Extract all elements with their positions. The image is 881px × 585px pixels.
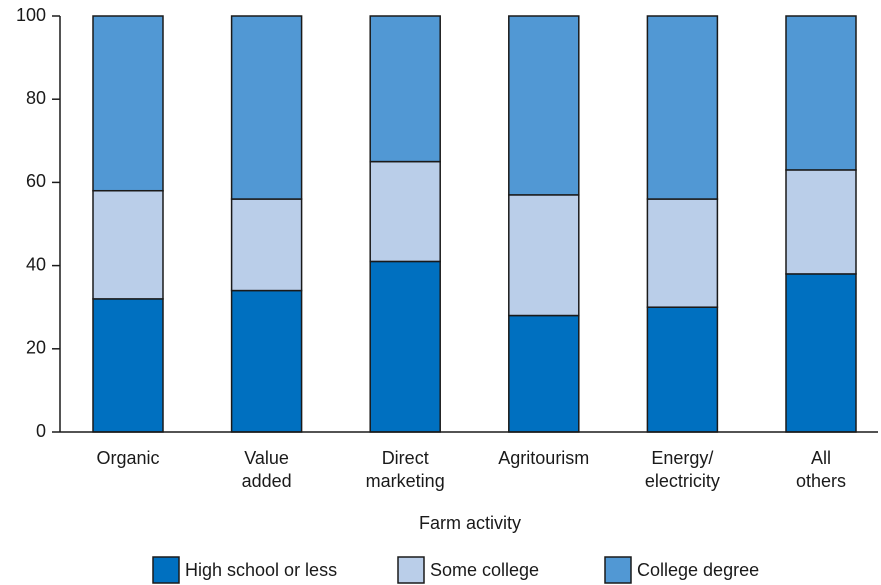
legend-label: Some college	[430, 560, 539, 580]
bar-segment	[785, 15, 857, 171]
bar-segment	[646, 306, 719, 433]
bar-segment	[646, 198, 719, 308]
bar-segment	[508, 314, 580, 433]
bar-segment	[646, 15, 719, 200]
bar-segment	[230, 15, 303, 200]
y-tick-label: 20	[26, 338, 46, 358]
bar-segment	[92, 298, 164, 433]
y-tick-label: 60	[26, 171, 46, 191]
bar-segment	[369, 160, 441, 263]
bar-segment	[508, 194, 580, 317]
y-tick-label: 40	[26, 254, 46, 274]
legend-label: College degree	[637, 560, 759, 580]
bar-segment	[230, 198, 303, 292]
bar-segment	[785, 169, 857, 275]
x-tick-label: Organic	[96, 448, 159, 468]
y-tick-label: 0	[36, 421, 46, 441]
x-tick-label: Direct marketing	[366, 448, 445, 491]
legend-swatch	[152, 556, 180, 584]
x-tick-label: All others	[796, 448, 846, 491]
bar-segment	[92, 189, 164, 300]
x-axis-label: Farm activity	[419, 513, 521, 533]
bar-segment	[369, 15, 441, 163]
legend-swatch	[604, 556, 632, 584]
bar-segment	[92, 15, 164, 192]
y-tick-label: 80	[26, 88, 46, 108]
bar-segment	[785, 273, 857, 433]
legend-swatch	[397, 556, 425, 584]
bar-segment	[508, 15, 580, 196]
bar-segment	[230, 289, 303, 433]
x-tick-label: Energy/electricity	[645, 448, 720, 491]
x-tick-label: Agritourism	[498, 448, 589, 468]
x-tick-label: Value added	[242, 448, 292, 491]
y-tick-label: 100	[16, 5, 46, 25]
bar-segment	[369, 260, 441, 433]
legend-label: High school or less	[185, 560, 337, 580]
